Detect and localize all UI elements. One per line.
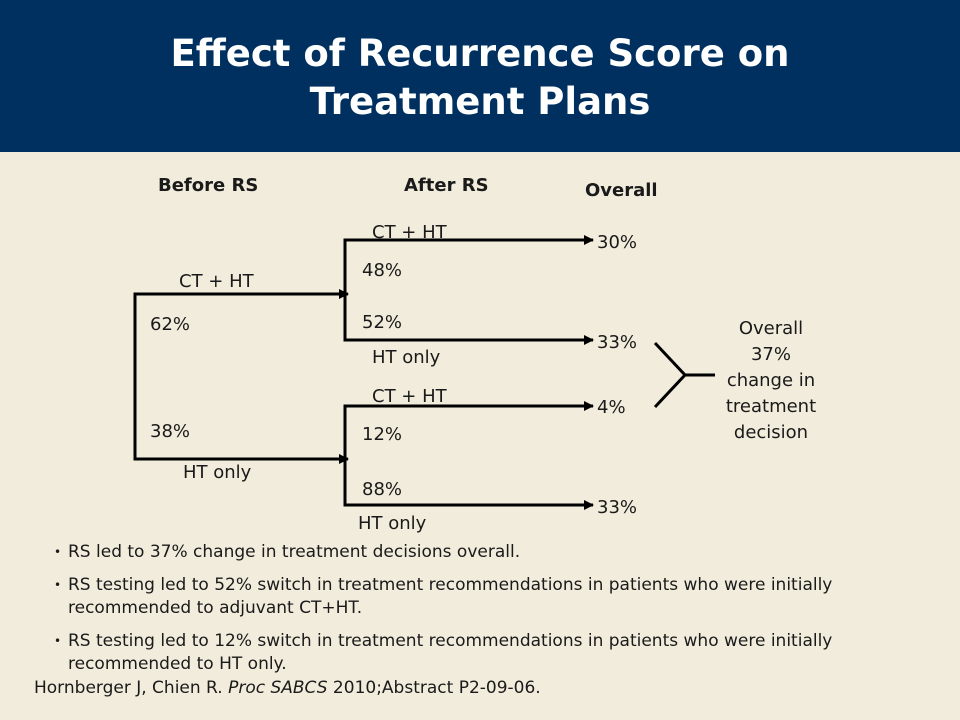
bullet-item: RS testing led to 52% switch in treatmen… — [54, 574, 874, 620]
after-upper-ct-ht-pct: 48% — [362, 260, 403, 281]
before-ht-only-label: HT only — [183, 462, 252, 483]
citation: Hornberger J, Chien R. Proc SABCS 2010;A… — [34, 677, 541, 699]
change-summary-line: change in — [726, 370, 816, 391]
after-upper-ct-ht-label: CT + HT — [372, 222, 447, 243]
after-upper-ht-only-label: HT only — [372, 347, 441, 368]
before-rs-bracket — [133, 292, 347, 461]
citation-rest: 2010;Abstract P2-09-06. — [327, 678, 541, 698]
before-ct-ht-label: CT + HT — [179, 271, 254, 292]
citation-journal: Proc SABCS — [228, 678, 328, 698]
overall-value-3: 4% — [597, 397, 626, 418]
overall-value-1: 30% — [597, 232, 638, 253]
slide-title: Effect of Recurrence Score on Treatment … — [170, 32, 790, 123]
header-overall: Overall — [585, 180, 658, 201]
change-summary-line: Overall — [738, 318, 804, 339]
after-upper-ht-only-pct: 52% — [362, 312, 403, 333]
change-summary-line: 37% — [750, 344, 791, 365]
overall-value-4: 33% — [597, 497, 638, 518]
before-ct-ht-pct: 62% — [150, 314, 191, 335]
before-ht-only-pct: 38% — [150, 421, 191, 442]
header-after-rs: After RS — [404, 175, 489, 196]
after-lower-ht-only-pct: 88% — [362, 479, 403, 500]
bullet-item: RS led to 37% change in treatment decisi… — [54, 541, 874, 564]
change-summary-line: treatment — [725, 396, 817, 417]
after-lower-ht-only-label: HT only — [358, 513, 427, 534]
after-lower-ct-ht-pct: 12% — [362, 424, 403, 445]
change-summary-line: decision — [733, 422, 809, 443]
header-before-rs: Before RS — [158, 175, 259, 196]
change-summary: Overall 37% change in treatment decision — [711, 316, 831, 446]
bullet-item: RS testing led to 12% switch in treatmen… — [54, 630, 874, 676]
citation-authors: Hornberger J, Chien R. — [34, 678, 229, 698]
key-findings-list: RS led to 37% change in treatment decisi… — [54, 541, 874, 686]
after-lower-ct-ht-label: CT + HT — [372, 386, 447, 407]
overall-value-2: 33% — [597, 332, 638, 353]
change-merge-connector — [653, 341, 715, 409]
title-banner: Effect of Recurrence Score on Treatment … — [0, 0, 960, 152]
